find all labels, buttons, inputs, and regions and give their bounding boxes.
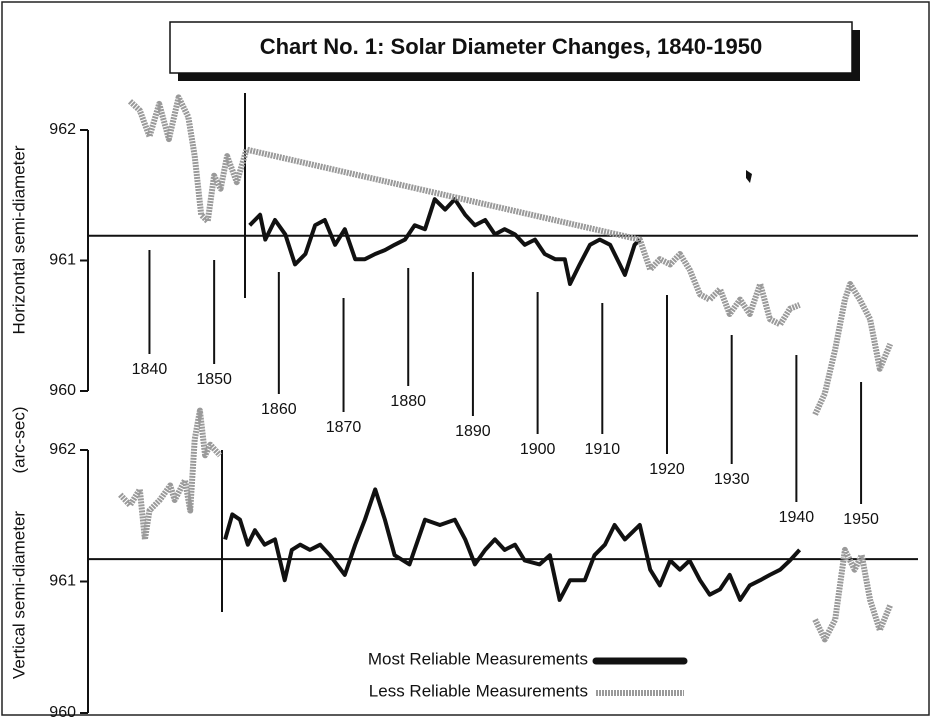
legend-label: Less Reliable Measurements xyxy=(369,681,588,700)
x-tick-label: 1850 xyxy=(196,371,232,388)
data-line xyxy=(118,407,893,643)
x-tick-label: 1940 xyxy=(779,509,815,526)
y-tick-label: 960 xyxy=(49,704,76,719)
y-axis-label: Horizontal semi-diameter xyxy=(9,145,28,334)
x-tick-label: 1890 xyxy=(455,423,491,440)
x-tick-label: 1950 xyxy=(843,511,879,528)
x-tick-label: 1880 xyxy=(390,393,426,410)
x-tick-label: 1900 xyxy=(520,441,556,458)
title-box xyxy=(169,21,853,74)
x-tick-label: 1860 xyxy=(261,401,297,418)
y-tick-label: 960 xyxy=(49,382,76,399)
y-tick-label: 961 xyxy=(49,252,76,269)
speck xyxy=(746,170,752,183)
x-tick-label: 1930 xyxy=(714,471,750,488)
x-tick-label: 1910 xyxy=(585,441,621,458)
y-tick-label: 961 xyxy=(49,573,76,590)
x-tick-label: 1870 xyxy=(326,419,362,436)
chart-title: Chart No. 1: Solar Diameter Changes, 184… xyxy=(260,34,763,59)
data-line xyxy=(248,197,642,286)
legend-label: Most Reliable Measurements xyxy=(368,649,588,668)
y-tick-label: 962 xyxy=(49,441,76,458)
y-axis-label: Vertical semi-diameter xyxy=(9,511,28,680)
data-line xyxy=(127,94,893,416)
y-tick-label: 962 xyxy=(49,121,76,138)
y-axis-unit: (arc-sec) xyxy=(9,406,28,473)
data-line xyxy=(223,487,802,602)
x-tick-label: 1840 xyxy=(132,361,168,378)
x-tick-label: 1920 xyxy=(649,461,685,478)
